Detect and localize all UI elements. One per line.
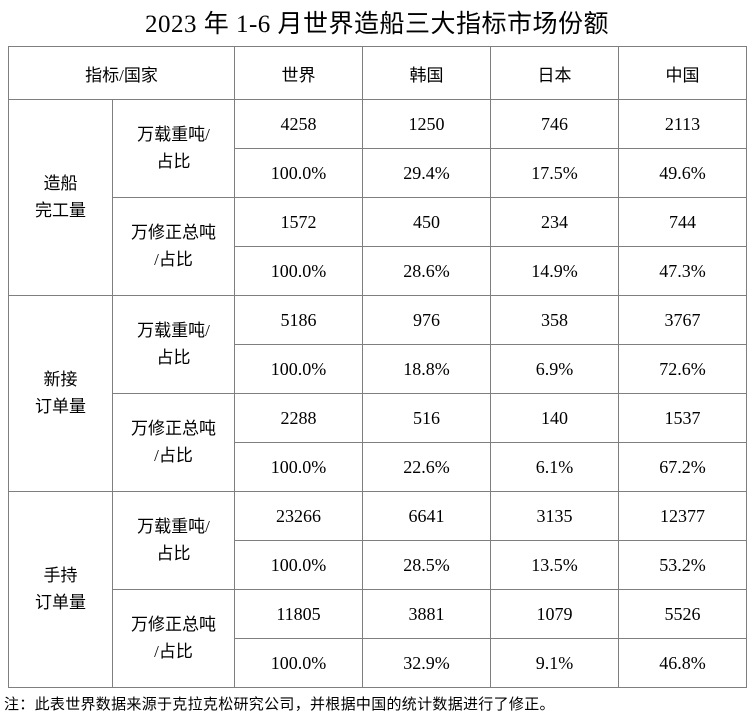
metric-label-cell: 万载重吨/ 占比 <box>111 491 236 590</box>
table-row: 万修正总吨 /占比 1572 450 234 744 <box>9 197 748 296</box>
corner-header-cell: 指标/国家 <box>7 46 236 100</box>
share-cell: 13.5% <box>490 540 620 590</box>
table-header-row: 指标/国家 世界 韩国 日本 中国 <box>7 46 748 100</box>
share-cell: 100.0% <box>234 638 364 688</box>
table-row: 100.0% 28.5% 13.5% 53.2% <box>9 540 748 590</box>
footnote: 注：此表世界数据来源于克拉克松研究公司，并根据中国的统计数据进行了修正。 <box>4 697 555 713</box>
table-row: 100.0% 18.8% 6.9% 72.6% <box>9 344 748 394</box>
indicator-group-cell: 新接 订单量 <box>8 295 113 492</box>
share-cell: 28.6% <box>362 246 492 296</box>
metric-label-cell: 万载重吨/ 占比 <box>111 99 236 198</box>
share-cell: 67.2% <box>618 442 748 492</box>
value-cell: 1250 <box>362 99 492 149</box>
share-cell: 14.9% <box>490 246 620 296</box>
value-cell: 2288 <box>234 393 364 443</box>
share-cell: 100.0% <box>234 148 364 198</box>
table-row: 100.0% 32.9% 9.1% 46.8% <box>9 638 748 688</box>
metric-label-cell: 万载重吨/ 占比 <box>111 295 236 394</box>
table-row: 100.0% 28.6% 14.9% 47.3% <box>9 246 748 296</box>
value-cell: 3767 <box>618 295 748 345</box>
share-cell: 32.9% <box>362 638 492 688</box>
metric-label-cell: 万修正总吨 /占比 <box>111 393 236 492</box>
share-cell: 100.0% <box>234 442 364 492</box>
indicator-group-cell: 手持 订单量 <box>8 491 113 688</box>
table-row: 造船 完工量 万载重吨/ 占比 4258 1250 746 2113 <box>8 99 748 296</box>
share-cell: 72.6% <box>618 344 748 394</box>
page-title: 2023 年 1-6 月世界造船三大指标市场份额 <box>144 11 610 38</box>
table-row: 万修正总吨 /占比 11805 3881 1079 5526 <box>9 589 748 688</box>
share-cell: 100.0% <box>234 246 364 296</box>
value-cell: 744 <box>618 197 748 247</box>
share-cell: 100.0% <box>234 540 364 590</box>
share-cell: 46.8% <box>618 638 748 688</box>
table-row: 100.0% 29.4% 17.5% 49.6% <box>9 148 748 198</box>
value-cell: 12377 <box>618 491 748 541</box>
indicator-group-cell: 造船 完工量 <box>8 99 113 296</box>
value-cell: 746 <box>490 99 620 149</box>
value-cell: 140 <box>490 393 620 443</box>
share-cell: 49.6% <box>618 148 748 198</box>
value-cell: 3135 <box>490 491 620 541</box>
value-cell: 516 <box>362 393 492 443</box>
market-share-table: 指标/国家 世界 韩国 日本 中国 造船 完工量 万载重吨/ 占比 4258 1250… <box>7 46 748 688</box>
value-cell: 1079 <box>490 589 620 639</box>
value-cell: 2113 <box>618 99 748 149</box>
metric-label-cell: 万修正总吨 /占比 <box>111 589 236 688</box>
share-cell: 22.6% <box>362 442 492 492</box>
country-header-japan: 日本 <box>490 46 620 100</box>
value-cell: 234 <box>490 197 620 247</box>
value-cell: 5186 <box>234 295 364 345</box>
table-row: 手持 订单量 万载重吨/ 占比 23266 6641 3135 12377 <box>8 491 748 688</box>
share-cell: 47.3% <box>618 246 748 296</box>
table-row: 万修正总吨 /占比 2288 516 140 1537 <box>9 393 748 492</box>
table-row: 100.0% 22.6% 6.1% 67.2% <box>9 442 748 492</box>
value-cell: 11805 <box>234 589 364 639</box>
share-cell: 6.1% <box>490 442 620 492</box>
value-cell: 450 <box>362 197 492 247</box>
country-header-korea: 韩国 <box>362 46 492 100</box>
table-row: 新接 订单量 万载重吨/ 占比 5186 976 358 3767 <box>8 295 748 492</box>
share-cell: 9.1% <box>490 638 620 688</box>
value-cell: 1537 <box>618 393 748 443</box>
country-header-china: 中国 <box>618 46 748 100</box>
share-cell: 17.5% <box>490 148 620 198</box>
value-cell: 1572 <box>234 197 364 247</box>
value-cell: 23266 <box>234 491 364 541</box>
share-cell: 53.2% <box>618 540 748 590</box>
value-cell: 6641 <box>362 491 492 541</box>
share-cell: 18.8% <box>362 344 492 394</box>
value-cell: 3881 <box>362 589 492 639</box>
share-cell: 29.4% <box>362 148 492 198</box>
share-cell: 100.0% <box>234 344 364 394</box>
value-cell: 358 <box>490 295 620 345</box>
value-cell: 4258 <box>234 99 364 149</box>
share-cell: 6.9% <box>490 344 620 394</box>
country-header-world: 世界 <box>234 46 364 100</box>
value-cell: 976 <box>362 295 492 345</box>
value-cell: 5526 <box>618 589 748 639</box>
metric-label-cell: 万修正总吨 /占比 <box>111 197 236 296</box>
share-cell: 28.5% <box>362 540 492 590</box>
